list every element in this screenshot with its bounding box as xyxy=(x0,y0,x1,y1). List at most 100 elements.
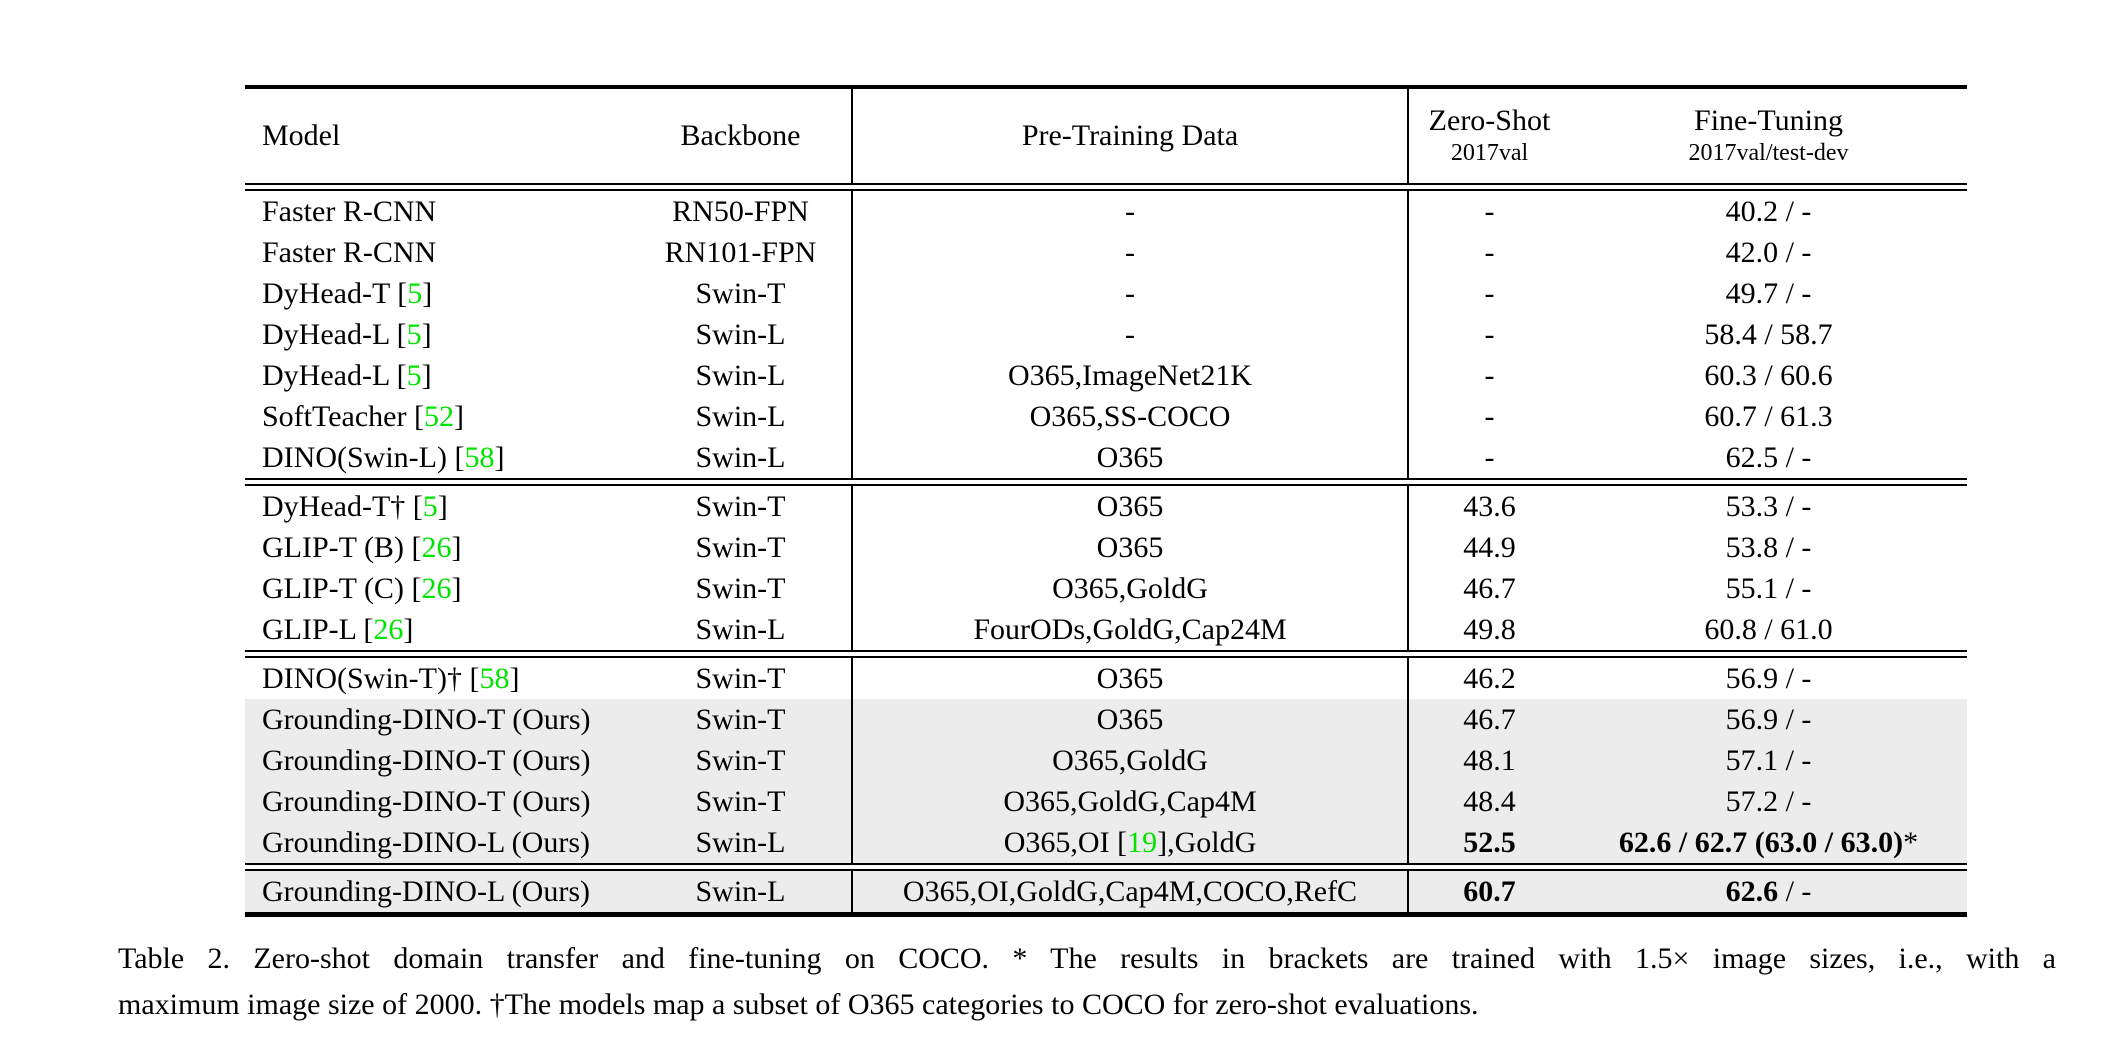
model-cell: Grounding-DINO-T (Ours) xyxy=(245,740,630,781)
zeroshot-cell: - xyxy=(1407,314,1570,355)
double-rule xyxy=(245,863,1967,871)
zeroshot-cell: - xyxy=(1407,273,1570,314)
table-row: GLIP-T (B) [26] Swin-T O365 44.9 53.8 / - xyxy=(245,527,1967,568)
header-finetuning: Fine-Tuning 2017val/test-dev xyxy=(1570,89,1967,183)
backbone-cell: Swin-T xyxy=(695,530,786,564)
pretraining-cell: FourODs,GoldG,Cap24M xyxy=(851,609,1408,650)
group-separator-cell xyxy=(245,183,1967,191)
zeroshot-cell: 48.1 xyxy=(1407,740,1570,781)
table-row: DyHead-T [5] Swin-T - - 49.7 / - xyxy=(245,273,1967,314)
citation-link[interactable]: 26 xyxy=(421,571,452,605)
citation-link[interactable]: 19 xyxy=(1127,825,1158,859)
table-header-row: Model Backbone Pre-Training Data Zero-Sh… xyxy=(245,89,1967,183)
header-zeroshot: Zero-Shot 2017val xyxy=(1407,89,1570,183)
citation-link[interactable]: 58 xyxy=(479,661,510,695)
double-rule xyxy=(245,183,1967,191)
table-row: SoftTeacher [52] Swin-L O365,SS-COCO - 60.7 … xyxy=(245,396,1967,437)
pretraining-cell: O365,GoldG xyxy=(851,740,1408,781)
model-cell: Grounding-DINO-L (Ours) xyxy=(245,822,630,863)
citation-link[interactable]: 5 xyxy=(422,489,438,523)
finetuning-cell: 40.2 / - xyxy=(1725,194,1812,228)
citation-link[interactable]: 58 xyxy=(464,440,495,474)
citation-link[interactable]: 5 xyxy=(407,276,423,310)
zeroshot-cell: - xyxy=(1407,437,1570,478)
finetuning-cell: 49.7 / - xyxy=(1725,276,1812,310)
citation-link[interactable]: 26 xyxy=(373,612,404,646)
model-cell: DyHead-T† [5] xyxy=(262,489,448,523)
model-cell: DyHead-L [5] xyxy=(262,358,432,392)
finetuning-cell: 60.7 / 61.3 xyxy=(1704,399,1833,433)
backbone-cell: Swin-L xyxy=(630,871,852,912)
group-separator xyxy=(245,183,1967,191)
zeroshot-cell: 46.7 xyxy=(1407,568,1570,609)
header-backbone-label: Backbone xyxy=(680,119,801,152)
model-cell: Grounding-DINO-L (Ours) xyxy=(245,871,630,912)
table-row: GLIP-T (C) [26] Swin-T O365,GoldG 46.7 55.1 … xyxy=(245,568,1967,609)
citation-link[interactable]: 5 xyxy=(406,317,422,351)
model-cell: Faster R-CNN xyxy=(262,235,437,269)
citation-link[interactable]: 26 xyxy=(421,530,452,564)
results-table: Model Backbone Pre-Training Data Zero-Sh… xyxy=(245,85,1967,917)
table-row: DyHead-L [5] Swin-L O365,ImageNet21K - 60.3 … xyxy=(245,355,1967,396)
pretraining-cell: O365 xyxy=(851,486,1408,527)
header-pretraining: Pre-Training Data xyxy=(851,89,1408,183)
zeroshot-cell: - xyxy=(1407,396,1570,437)
group-separator xyxy=(245,863,1967,871)
table-row: DyHead-L [5] Swin-L - - 58.4 / 58.7 xyxy=(245,314,1967,355)
finetuning-cell: 42.0 / - xyxy=(1725,235,1812,269)
zeroshot-cell: 43.6 xyxy=(1407,486,1570,527)
backbone-cell: Swin-L xyxy=(695,399,786,433)
header-pretraining-label: Pre-Training Data xyxy=(1021,119,1239,152)
header-zeroshot-sublabel: 2017val xyxy=(1450,140,1529,166)
model-cell: GLIP-T (B) [26] xyxy=(262,530,462,564)
backbone-cell: Swin-T xyxy=(630,699,852,740)
backbone-cell: Swin-T xyxy=(695,661,786,695)
group-separator xyxy=(245,650,1967,658)
finetuning-cell: 55.1 / - xyxy=(1725,571,1812,605)
table-row: Grounding-DINO-T (Ours) Swin-T O365,GoldG,… xyxy=(245,781,1967,822)
caption-line-1: Table 2. Zero-shot domain transfer and f… xyxy=(118,942,2056,975)
backbone-cell: Swin-L xyxy=(695,317,786,351)
backbone-cell: Swin-L xyxy=(695,440,786,474)
table-caption: Table 2. Zero-shot domain transfer and f… xyxy=(118,936,2056,1028)
zeroshot-cell: 49.8 xyxy=(1407,609,1570,650)
model-cell: Grounding-DINO-T (Ours) xyxy=(245,781,630,822)
model-cell: DyHead-L [5] xyxy=(262,317,432,351)
caption-line-2: maximum image size of 2000. †The models … xyxy=(118,988,1479,1021)
backbone-cell: Swin-T xyxy=(630,740,852,781)
pretraining-cell: - xyxy=(851,314,1408,355)
group-separator-cell xyxy=(245,650,1967,658)
backbone-cell: Swin-L xyxy=(695,612,786,646)
model-cell: GLIP-L [26] xyxy=(262,612,414,646)
table-row: GLIP-L [26] Swin-L FourODs,GoldG,Cap24M 49.… xyxy=(245,609,1967,650)
backbone-cell: Swin-T xyxy=(630,781,852,822)
citation-link[interactable]: 5 xyxy=(406,358,422,392)
pretraining-cell: O365 xyxy=(851,527,1408,568)
table-row: Grounding-DINO-T (Ours) Swin-T O365,GoldG 4… xyxy=(245,740,1967,781)
table-row: Grounding-DINO-L (Ours) Swin-L O365,OI [19… xyxy=(245,822,1967,863)
backbone-cell: Swin-L xyxy=(695,358,786,392)
pretraining-cell: O365,OI,GoldG,Cap4M,COCO,RefC xyxy=(851,871,1408,912)
zeroshot-cell: 60.7 xyxy=(1407,871,1570,912)
pretraining-cell: O365,OI [19],GoldG xyxy=(851,822,1408,863)
citation-link[interactable]: 52 xyxy=(424,399,454,433)
finetuning-cell: 58.4 / 58.7 xyxy=(1704,317,1833,351)
table-row: Faster R-CNN RN50-FPN - - 40.2 / - xyxy=(245,191,1967,232)
backbone-cell: Swin-T xyxy=(695,276,786,310)
header-finetuning-sublabel: 2017val/test-dev xyxy=(1688,140,1849,166)
header-finetuning-label: Fine-Tuning xyxy=(1694,104,1843,137)
double-rule xyxy=(245,650,1967,658)
backbone-cell: RN50-FPN xyxy=(672,194,809,228)
table-row: DINO(Swin-L) [58] Swin-L O365- 62.5 / - xyxy=(245,437,1967,478)
finetuning-cell: 60.3 / 60.6 xyxy=(1704,358,1833,392)
zeroshot-cell: 52.5 xyxy=(1407,822,1570,863)
finetuning-cell: 56.9 / - xyxy=(1570,699,1967,740)
finetuning-bold-value: 62.6 xyxy=(1725,874,1779,908)
table-body: Faster R-CNN RN50-FPN - -40.2 / - Faster R-C… xyxy=(245,183,1967,912)
finetuning-cell: 62.6 / 62.7 (63.0 / 63.0)* xyxy=(1570,822,1967,863)
model-cell: DyHead-T [5] xyxy=(262,276,433,310)
zeroshot-cell: - xyxy=(1407,355,1570,396)
table-row: Grounding-DINO-L (Ours) Swin-L O365,OI,Gol… xyxy=(245,871,1967,912)
pretraining-cell: O365 xyxy=(851,658,1408,699)
model-cell: DINO(Swin-T)† [58] xyxy=(262,661,520,695)
